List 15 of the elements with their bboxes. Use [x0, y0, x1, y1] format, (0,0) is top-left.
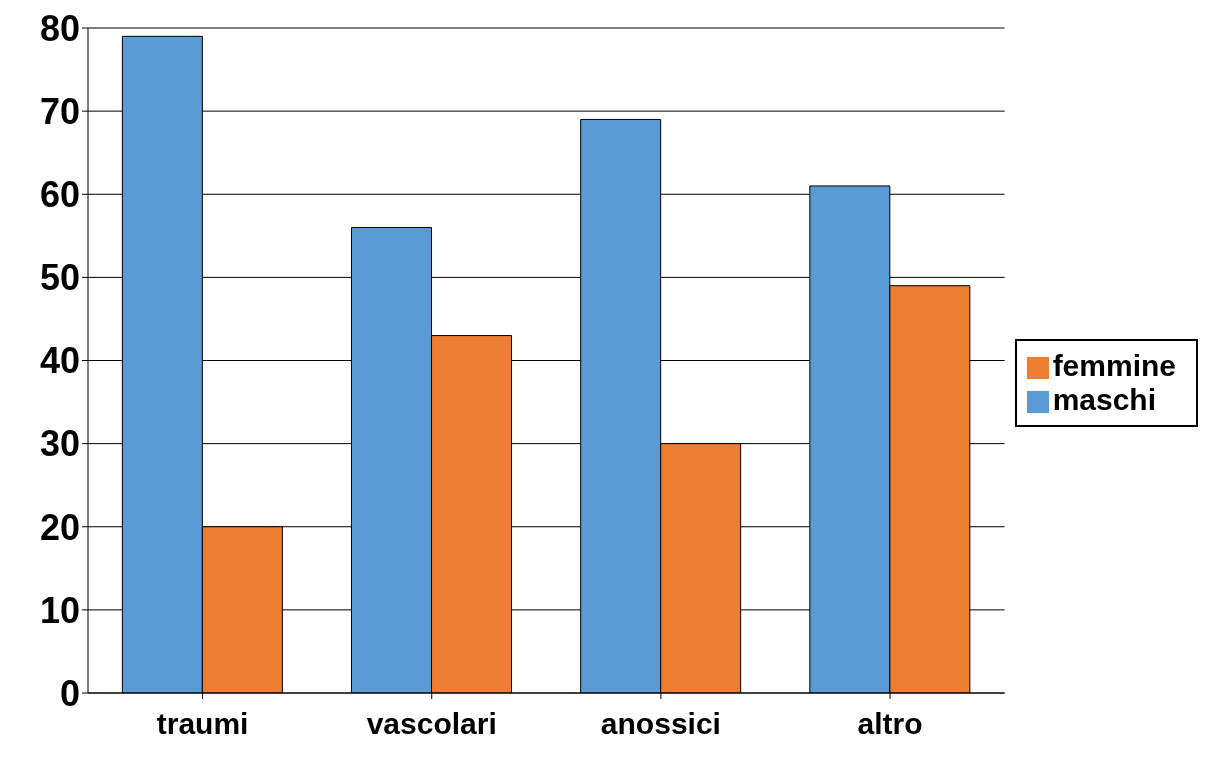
- y-tick-label: 40: [39, 340, 80, 382]
- x-tick-label: traumi: [156, 707, 249, 741]
- legend-label: femmine: [1052, 349, 1176, 382]
- y-tick-label: 70: [39, 90, 80, 132]
- y-tick-label: 80: [39, 7, 80, 49]
- x-tick-label: anossici: [600, 707, 721, 741]
- x-tick-label: vascolari: [366, 707, 497, 741]
- y-tick-label: 50: [39, 257, 80, 299]
- y-tick-label: 20: [39, 506, 80, 548]
- y-tick-label: 30: [39, 423, 80, 465]
- y-tick-label: 60: [39, 174, 80, 216]
- legend-label: maschi: [1052, 383, 1157, 416]
- x-tick-label: altro: [857, 707, 923, 741]
- y-tick-label: 0: [59, 672, 80, 714]
- y-tick-label: 10: [39, 589, 80, 631]
